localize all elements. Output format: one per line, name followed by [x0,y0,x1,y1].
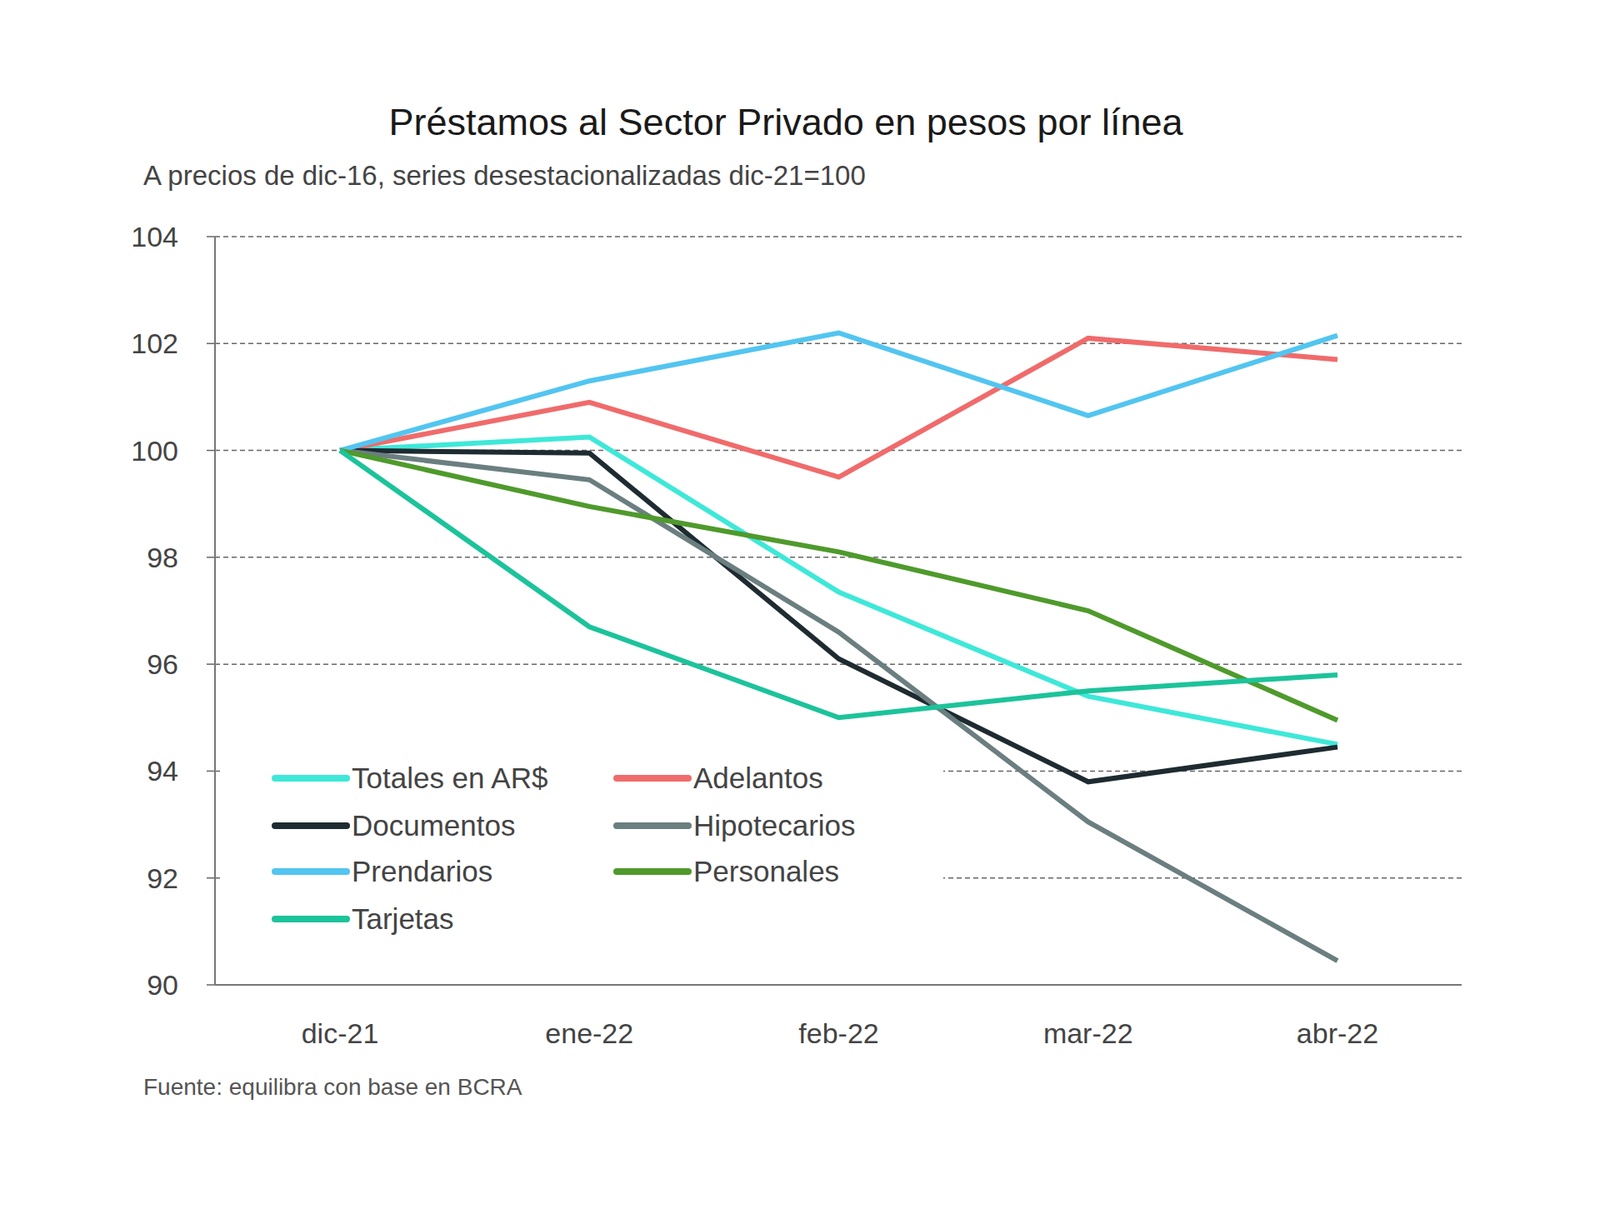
legend-label: Hipotecarios [693,809,856,842]
legend-background [223,754,944,940]
legend-swatch [616,775,689,782]
legend-label: Documentos [351,809,515,842]
y-tick [206,343,215,345]
x-axis [215,984,1462,986]
y-tick [206,450,215,452]
series-line [340,450,1338,962]
y-tick [206,663,215,665]
y-tick [206,984,215,986]
series-line [340,437,1338,745]
title: Préstamos al Sector Privado en pesos por… [389,100,1185,144]
grid-line [215,663,1462,665]
series-line [340,450,1338,719]
series-line [340,333,1338,451]
grid-line [215,235,1462,238]
grid-line [215,984,1462,986]
y-tick [206,770,215,773]
legend-swatch [275,915,347,923]
series-line [340,450,1338,783]
x-tick-label: mar-22 [1043,1017,1134,1050]
y-tick-label: 104 [130,220,179,253]
subtitle: A precios de dic-16, series desestaciona… [143,160,866,191]
y-tick-label: 92 [146,862,179,895]
x-tick-label: dic-21 [301,1017,380,1050]
legend-label: Personales [693,855,840,888]
y-tick [206,556,215,559]
chart: Préstamos al Sector Privado en pesos por… [0,0,1600,1229]
x-tick-label: abr-22 [1296,1017,1379,1050]
legend-label: Tarjetas [351,902,455,935]
y-tick [206,877,215,880]
source: Fuente: equilibra con base en BCRA [143,1074,523,1100]
y-tick-label: 100 [130,435,179,467]
legend-label: Adelantos [693,761,824,795]
x-tick-label: ene-22 [545,1017,634,1050]
y-axis [214,236,216,985]
legend-swatch [616,822,689,830]
y-tick-label: 96 [146,648,179,680]
legend-swatch [275,775,347,782]
y-tick-label: 94 [146,755,179,787]
grid-line [215,556,1462,559]
y-tick-label: 98 [146,541,179,574]
legend-swatch [616,868,689,875]
grid-line [215,343,1462,345]
legend-swatch [275,868,347,875]
y-tick-label: 102 [130,327,179,360]
legend-label: Totales en AR$ [351,761,548,795]
y-tick-label: 90 [146,969,179,1001]
legend-label: Prendarios [351,855,493,888]
lines [340,333,1338,962]
legend-swatch [275,822,347,830]
x-tick-label: feb-22 [798,1017,879,1050]
y-tick [206,235,215,238]
series-line [340,450,1338,721]
